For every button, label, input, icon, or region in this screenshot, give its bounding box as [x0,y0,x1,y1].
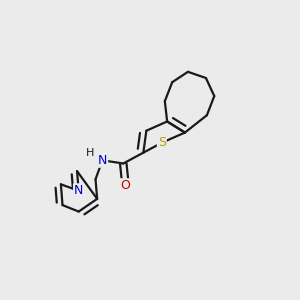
Text: N: N [98,154,107,167]
Text: N: N [74,184,83,197]
Text: S: S [158,136,166,149]
Text: H: H [85,148,94,158]
Text: O: O [121,179,130,192]
